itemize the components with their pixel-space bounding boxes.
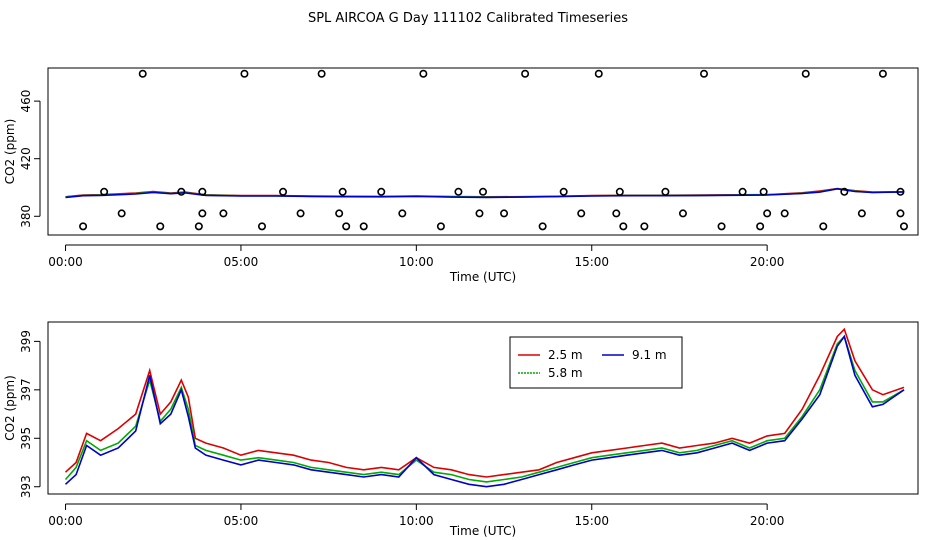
- plot-frame: [47, 321, 919, 495]
- sample-point: [500, 209, 509, 218]
- sample-point: [436, 222, 445, 231]
- sample-point: [759, 187, 768, 196]
- sample-point: [878, 69, 887, 78]
- y-tick-label: 460: [19, 90, 33, 113]
- legend-box: [509, 336, 683, 389]
- sample-point: [640, 222, 649, 231]
- panel-bottom: 00:00 05:00 10:00 15:00 20:00 Time (UTC) 393 39…: [3, 321, 919, 538]
- legend-label: 5.8 m: [548, 366, 583, 380]
- sample-point: [738, 187, 747, 196]
- x-tick-label: 20:00: [750, 514, 785, 528]
- sample-point: [198, 187, 207, 196]
- sample-point: [538, 222, 547, 231]
- sample-point: [398, 209, 407, 218]
- x-axis-label: Time (UTC): [449, 524, 516, 538]
- legend-label: 2.5 m: [548, 348, 583, 362]
- sample-point: [896, 209, 905, 218]
- y-tick-label: 399: [19, 330, 33, 353]
- sample-point: [419, 69, 428, 78]
- sample-point: [257, 222, 266, 231]
- sample-point: [198, 209, 207, 218]
- x-tick-label: 00:00: [48, 514, 83, 528]
- sample-point: [521, 69, 530, 78]
- sample-point: [359, 222, 368, 231]
- sample-point: [117, 209, 126, 218]
- x-tick-label: 10:00: [399, 514, 434, 528]
- sample-point: [763, 209, 772, 218]
- sample-point: [475, 209, 484, 218]
- y-tick-label: 395: [19, 427, 33, 450]
- legend-label: 9.1 m: [632, 348, 667, 362]
- sample-point: [577, 209, 586, 218]
- sample-point: [559, 187, 568, 196]
- sample-point: [756, 222, 765, 231]
- y-tick-label: 393: [19, 475, 33, 498]
- data-layer: [64, 327, 905, 488]
- sample-point: [819, 222, 828, 231]
- series-line-5-8-m: [64, 334, 905, 483]
- sample-point: [840, 187, 849, 196]
- series-line-2-5-m: [64, 327, 905, 478]
- x-tick-label: 20:00: [750, 255, 785, 269]
- series-line-9-1-m: [64, 334, 905, 488]
- sample-point: [619, 222, 628, 231]
- sample-point: [177, 187, 186, 196]
- sample-point: [615, 187, 624, 196]
- sample-point: [100, 187, 109, 196]
- x-tick-label: 05:00: [224, 255, 259, 269]
- x-axis-label: Time (UTC): [449, 270, 516, 284]
- y-tick-label: 397: [19, 378, 33, 401]
- x-tick-label: 15:00: [574, 255, 609, 269]
- series-line-9-1-m: [65, 187, 905, 199]
- sample-point: [317, 69, 326, 78]
- sample-point: [896, 187, 905, 196]
- y-axis-label: CO2 (ppm): [3, 375, 17, 441]
- y-tick-label: 380: [19, 205, 33, 228]
- sample-point: [661, 187, 670, 196]
- sample-point: [377, 187, 386, 196]
- x-tick-label: 15:00: [574, 514, 609, 528]
- sample-point: [857, 209, 866, 218]
- sample-point: [79, 222, 88, 231]
- sample-point: [335, 209, 344, 218]
- sample-point: [138, 69, 147, 78]
- sample-point: [156, 222, 165, 231]
- sample-point: [612, 209, 621, 218]
- sample-point: [801, 69, 810, 78]
- y-axis-label: CO2 (ppm): [3, 119, 17, 185]
- x-tick-label: 05:00: [224, 514, 259, 528]
- sample-point: [478, 187, 487, 196]
- data-layer: [65, 69, 908, 231]
- sample-point: [342, 222, 351, 231]
- sample-point: [194, 222, 203, 231]
- sample-point: [717, 222, 726, 231]
- sample-point: [594, 69, 603, 78]
- plot-frame: [47, 67, 919, 236]
- sample-point: [219, 209, 228, 218]
- panel-top: 00:00 05:00 10:00 15:00 20:00 Time (UTC) 380 42…: [3, 67, 919, 284]
- x-tick-label: 00:00: [48, 255, 83, 269]
- sample-point: [454, 187, 463, 196]
- sample-point: [899, 222, 908, 231]
- sample-point: [279, 187, 288, 196]
- sample-point: [700, 69, 709, 78]
- y-tick-label: 420: [19, 147, 33, 170]
- sample-point: [338, 187, 347, 196]
- sample-point: [296, 209, 305, 218]
- sample-point: [678, 209, 687, 218]
- sample-point: [240, 69, 249, 78]
- x-tick-label: 10:00: [399, 255, 434, 269]
- chart-title: SPL AIRCOA G Day 111102 Calibrated Times…: [308, 11, 628, 26]
- sample-point: [780, 209, 789, 218]
